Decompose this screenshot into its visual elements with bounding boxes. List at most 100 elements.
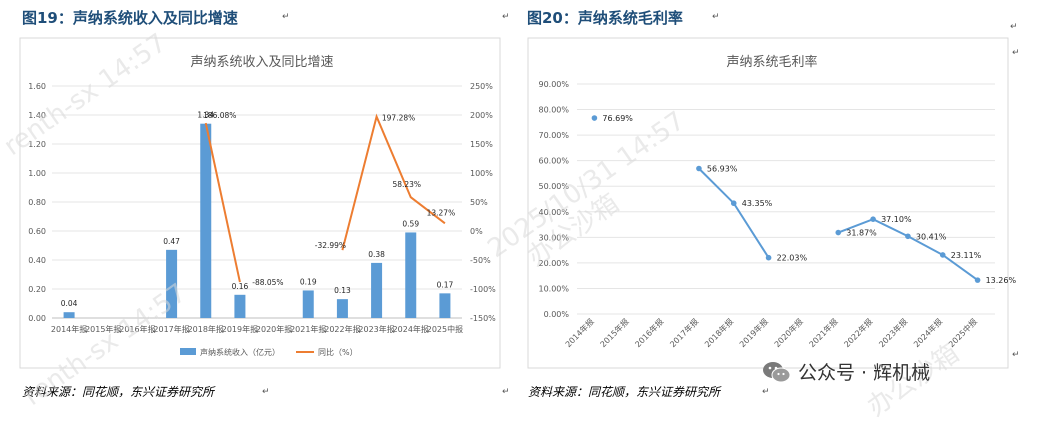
legend-line-label: 同比（%） bbox=[318, 347, 358, 357]
y-right-tick-label: -50% bbox=[470, 256, 491, 265]
revenue-bar bbox=[336, 299, 348, 318]
paragraph-mark: ↵ bbox=[1012, 350, 1020, 360]
y-right-tick-label: 250% bbox=[470, 82, 493, 91]
y-left-tick-label: 0.20 bbox=[28, 285, 46, 294]
x-tick-label: 2022年报 bbox=[842, 316, 875, 349]
y-left-tick-label: 0.60 bbox=[28, 227, 46, 236]
x-tick-label: 2025中报 bbox=[427, 324, 463, 334]
gross-margin-data-label: 76.69% bbox=[602, 114, 633, 123]
y-tick-label: 20.00% bbox=[538, 259, 569, 268]
legend-bar-swatch bbox=[180, 348, 196, 355]
y-left-tick-label: 1.20 bbox=[28, 140, 46, 149]
gross-margin-point bbox=[591, 115, 598, 121]
x-tick-label: 2022年报 bbox=[324, 324, 360, 334]
x-tick-label: 2015年报 bbox=[598, 316, 631, 349]
wechat-account-badge: 公众号 · 辉机械 bbox=[762, 358, 930, 385]
gross-margin-point bbox=[870, 216, 876, 222]
yoy-data-label: -32.99% bbox=[315, 241, 346, 250]
gross-margin-data-label: 37.10% bbox=[881, 215, 912, 224]
yoy-data-label: 186.08% bbox=[203, 111, 236, 120]
y-left-tick-label: 0.00 bbox=[28, 314, 46, 323]
wechat-account-label: 公众号 · 辉机械 bbox=[798, 362, 931, 384]
paragraph-mark: ↵ bbox=[502, 387, 510, 397]
revenue-bar bbox=[371, 262, 383, 318]
x-tick-label: 2023年报 bbox=[358, 324, 394, 334]
y-tick-label: 10.00% bbox=[538, 284, 569, 293]
x-tick-label: 2014年报 bbox=[563, 316, 596, 349]
right-source-note: 资料来源：同花顺，东兴证券研究所 bbox=[528, 385, 721, 399]
y-tick-label: 90.00% bbox=[538, 80, 569, 89]
gross-margin-data-label: 31.87% bbox=[846, 229, 877, 238]
x-tick-label: 2016年报 bbox=[633, 316, 666, 349]
bar-data-label: 0.04 bbox=[61, 299, 78, 308]
paragraph-mark: ↵ bbox=[712, 12, 720, 22]
gross-margin-chart: 声纳系统毛利率 0.00% 10.00% 20.00% 30.00% 40.00% 50.0… bbox=[527, 37, 1017, 369]
gross-margin-data-label: 13.26% bbox=[986, 276, 1017, 285]
paragraph-mark: ↵ bbox=[282, 12, 290, 22]
paragraph-mark: ↵ bbox=[762, 387, 770, 397]
y-tick-label: 0.00% bbox=[544, 310, 570, 319]
x-tick-label: 2018年报 bbox=[188, 324, 224, 334]
x-tick-label: 2017年报 bbox=[153, 324, 189, 334]
y-tick-label: 60.00% bbox=[538, 157, 569, 166]
y-right-tick-label: 150% bbox=[470, 140, 493, 149]
x-tick-label: 2020年报 bbox=[256, 324, 292, 334]
y-tick-label: 30.00% bbox=[538, 233, 569, 242]
revenue-bar bbox=[166, 249, 178, 318]
paragraph-mark: ↵ bbox=[1012, 48, 1020, 58]
x-tick-label: 2015年报 bbox=[85, 324, 121, 334]
y-tick-label: 80.00% bbox=[538, 106, 569, 115]
gross-margin-line bbox=[698, 167, 770, 259]
y-right-tick-label: -150% bbox=[470, 314, 496, 323]
bar-data-label: 0.16 bbox=[232, 282, 249, 291]
x-tick-label: 2018年报 bbox=[702, 316, 735, 349]
x-tick-label: 2019年报 bbox=[222, 324, 258, 334]
gross-margin-point bbox=[835, 229, 842, 236]
revenue-bar bbox=[302, 290, 314, 318]
yoy-line bbox=[341, 113, 446, 251]
bar-data-label: 0.13 bbox=[334, 286, 351, 295]
x-tick-label: 2023年报 bbox=[877, 316, 910, 349]
y-left-tick-label: 0.40 bbox=[28, 256, 46, 265]
y-right-tick-label: 0% bbox=[470, 227, 483, 236]
y-left-tick-label: 0.80 bbox=[28, 198, 46, 207]
gross-margin-point bbox=[696, 165, 702, 172]
gross-margin-point bbox=[905, 233, 911, 240]
gross-margin-data-label: 22.03% bbox=[777, 254, 808, 263]
yoy-data-label: -88.05% bbox=[252, 278, 283, 287]
revenue-yoy-chart: 声纳系统收入及同比增速 0.00 0.20 0.40 0.60 0.80 1.00 1.20 1… bbox=[19, 37, 501, 369]
y-tick-label: 40.00% bbox=[538, 208, 569, 217]
x-tick-label: 2019年报 bbox=[737, 316, 770, 349]
x-tick-label: 2021年报 bbox=[807, 316, 840, 349]
bar-data-label: 0.47 bbox=[163, 237, 180, 246]
x-tick-label: 2024年报 bbox=[393, 324, 429, 334]
y-left-tick-label: 1.00 bbox=[28, 169, 46, 178]
y-left-tick-label: 1.60 bbox=[28, 82, 46, 91]
chart-area-border bbox=[19, 37, 501, 369]
revenue-bar bbox=[200, 123, 212, 318]
bar-data-label: 1.34 bbox=[197, 111, 214, 120]
paragraph-mark: ↵ bbox=[502, 12, 510, 22]
chart-title: 声纳系统收入及同比增速 bbox=[190, 55, 333, 70]
y-tick-label: 50.00% bbox=[538, 182, 569, 191]
x-tick-label: 2025中报 bbox=[946, 316, 979, 349]
paragraph-mark: ↵ bbox=[262, 387, 270, 397]
gross-margin-data-label: 43.35% bbox=[742, 199, 773, 208]
gross-margin-point bbox=[765, 254, 772, 261]
y-right-tick-label: -100% bbox=[470, 285, 496, 294]
bar-data-label: 0.17 bbox=[437, 280, 454, 289]
revenue-bar bbox=[234, 294, 246, 318]
x-tick-label: 2024年报 bbox=[911, 316, 944, 349]
x-tick-label: 2021年报 bbox=[290, 324, 326, 334]
x-tick-label: 2017年报 bbox=[668, 316, 701, 349]
bar-data-label: 0.59 bbox=[402, 219, 419, 228]
yoy-line bbox=[204, 122, 241, 283]
legend-bar-label: 声纳系统收入（亿元） bbox=[200, 347, 280, 357]
y-right-tick-label: 100% bbox=[470, 169, 493, 178]
figure-20-title: 图20：声纳系统毛利率 bbox=[527, 9, 683, 27]
gross-margin-data-label: 56.93% bbox=[707, 165, 738, 174]
yoy-data-label: 197.28% bbox=[382, 114, 415, 123]
y-left-tick-label: 1.40 bbox=[28, 111, 46, 120]
chart-title: 声纳系统毛利率 bbox=[726, 54, 817, 70]
wechat-icon bbox=[763, 361, 791, 382]
